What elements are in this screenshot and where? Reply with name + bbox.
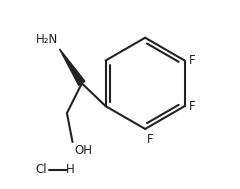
Text: OH: OH — [74, 144, 92, 157]
Text: H₂N: H₂N — [36, 33, 59, 46]
Text: F: F — [189, 54, 196, 67]
Text: H: H — [66, 163, 75, 176]
Text: Cl: Cl — [35, 163, 47, 176]
Text: F: F — [147, 133, 154, 146]
Text: F: F — [189, 100, 196, 113]
Polygon shape — [60, 49, 85, 85]
